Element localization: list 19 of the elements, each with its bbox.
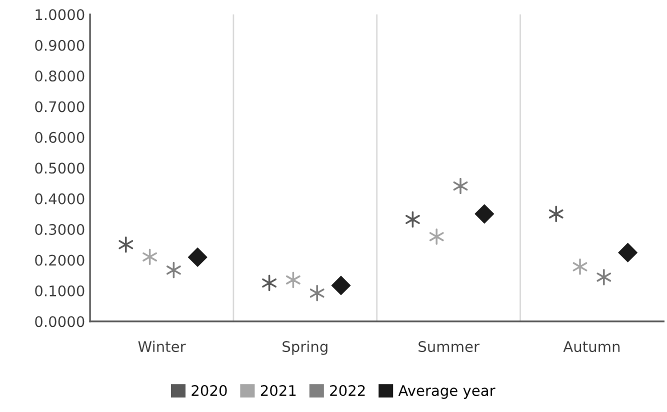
y-tick-label: 1.0000 xyxy=(36,9,84,20)
x-tick-label: Autumn xyxy=(563,341,620,352)
legend-label: 2021 xyxy=(260,385,296,396)
x-tick-label: Summer xyxy=(418,341,480,352)
x-tick-label: Winter xyxy=(138,340,186,352)
y-tick-label: 0.3000 xyxy=(35,224,84,236)
y-tick-label: 0.5000 xyxy=(35,162,84,174)
x-tick-label: Spring xyxy=(282,340,328,355)
legend-label: 2022 xyxy=(330,385,365,396)
y-tick-label: 0.0000 xyxy=(35,316,84,328)
y-tick-label: 0.2000 xyxy=(35,254,84,266)
y-tick-label: 0.6000 xyxy=(35,132,84,143)
y-tick-label: 0.1000 xyxy=(35,285,84,296)
y-tick-label: 0.4000 xyxy=(35,193,84,204)
legend-label: 2020 xyxy=(192,385,227,396)
y-tick-label: 0.8000 xyxy=(35,70,84,82)
legend-label: Average year xyxy=(398,385,496,399)
y-tick-label: 0.7000 xyxy=(35,101,84,112)
y-tick-label: 0.9000 xyxy=(35,40,84,51)
